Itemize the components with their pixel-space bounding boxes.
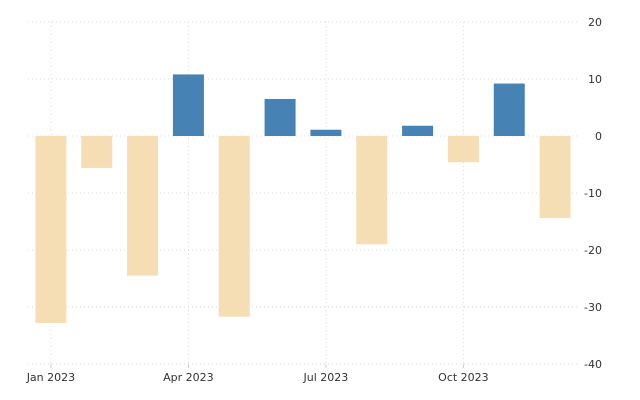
y-tick-label: -10 [584,187,602,200]
grid-layer [28,21,578,365]
bar-apr-2023[interactable] [172,74,204,136]
bar-jun-2023[interactable] [264,98,296,136]
bar-sep-2023[interactable] [402,125,434,136]
bar-may-2023[interactable] [218,136,250,317]
x-tick-label: Oct 2023 [438,371,489,384]
x-axis-ticks: Jan 2023 Apr 2023 Jul 2023 Oct 2023 [26,364,489,384]
y-tick-label: 0 [595,130,602,143]
x-tick-label: Apr 2023 [163,371,214,384]
bar-mar-2023[interactable] [127,136,159,276]
y-axis-ticks: 20 10 0 -10 -20 -30 -40 [584,16,602,371]
x-tick-label: Jul 2023 [303,371,349,384]
y-tick-label: -30 [584,301,602,314]
bar-oct-2023[interactable] [447,136,479,163]
y-tick-label: 10 [588,73,602,86]
y-tick-label: -40 [584,358,602,371]
bar-dec-2023[interactable] [539,136,571,219]
bar-layer [35,74,571,323]
y-tick-label: -20 [584,244,602,257]
bar-jan-2023[interactable] [35,136,67,323]
bar-nov-2023[interactable] [493,83,525,136]
x-tick-label: Jan 2023 [26,371,75,384]
bar-jul-2023[interactable] [310,129,342,136]
bar-feb-2023[interactable] [81,136,113,168]
y-tick-label: 20 [588,16,602,29]
bar-aug-2023[interactable] [356,136,388,245]
